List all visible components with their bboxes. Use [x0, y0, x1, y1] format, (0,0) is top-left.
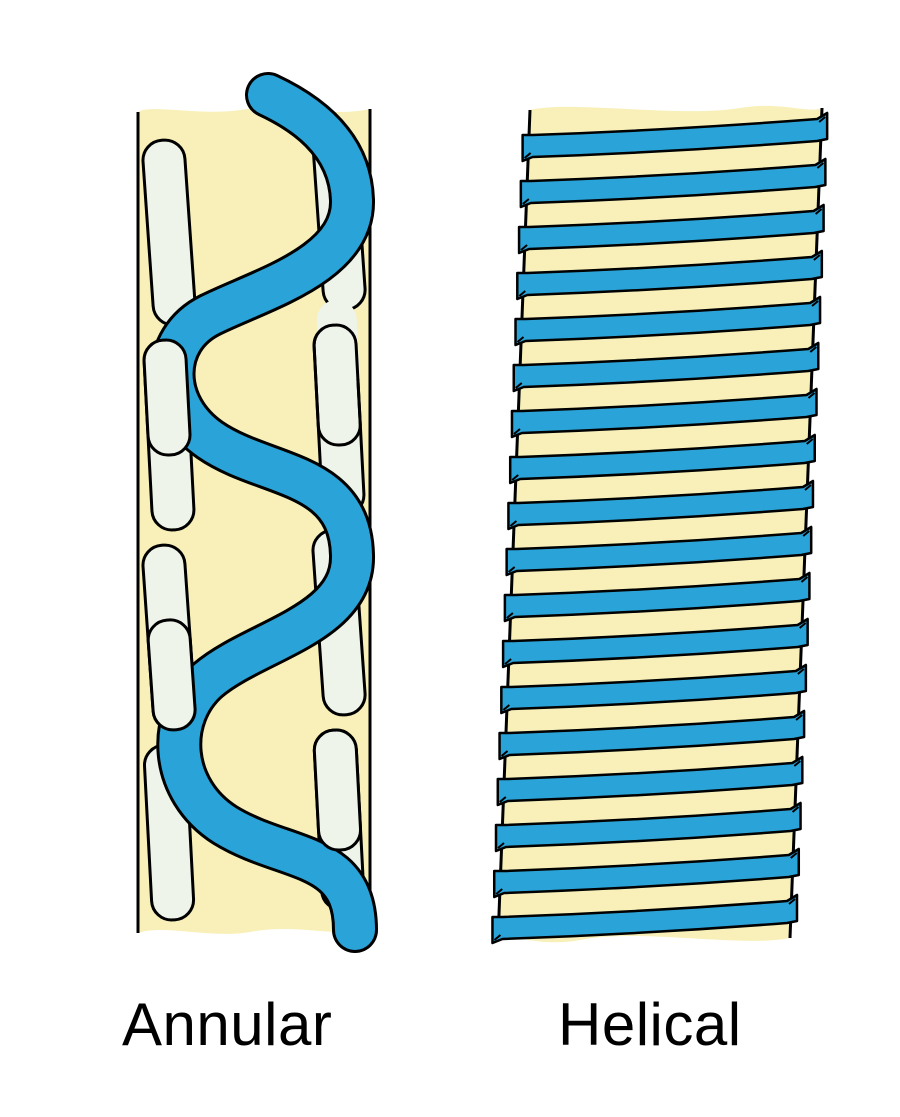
diagram-canvas: Annular Helical [0, 0, 900, 1117]
helical-label: Helical [558, 990, 742, 1059]
annular-label: Annular [122, 990, 332, 1059]
helical-panel [492, 106, 827, 943]
annular-panel [138, 95, 370, 934]
diagram-svg [0, 0, 900, 1117]
